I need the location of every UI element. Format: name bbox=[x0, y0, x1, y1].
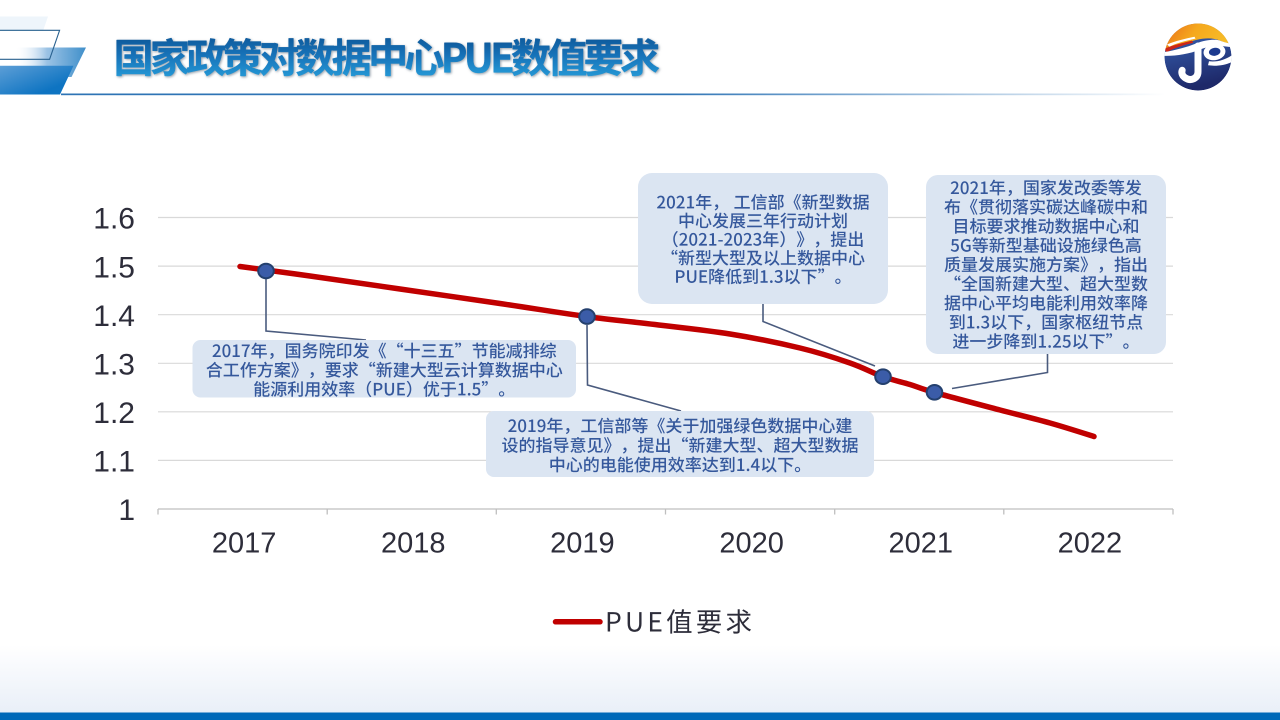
svg-text:2017: 2017 bbox=[212, 527, 277, 559]
svg-text:1: 1 bbox=[118, 494, 135, 527]
svg-text:2018: 2018 bbox=[381, 527, 446, 559]
svg-text:1.5: 1.5 bbox=[93, 251, 135, 284]
svg-text:2021: 2021 bbox=[889, 527, 954, 559]
svg-text:1.3: 1.3 bbox=[93, 349, 135, 382]
svg-text:2020: 2020 bbox=[719, 527, 784, 559]
svg-text:1.2: 1.2 bbox=[93, 397, 135, 430]
svg-text:1.6: 1.6 bbox=[93, 203, 135, 236]
svg-text:1.1: 1.1 bbox=[93, 446, 135, 479]
svg-text:2019: 2019 bbox=[550, 527, 615, 559]
svg-text:2022: 2022 bbox=[1058, 527, 1123, 559]
svg-text:1.4: 1.4 bbox=[93, 300, 135, 333]
